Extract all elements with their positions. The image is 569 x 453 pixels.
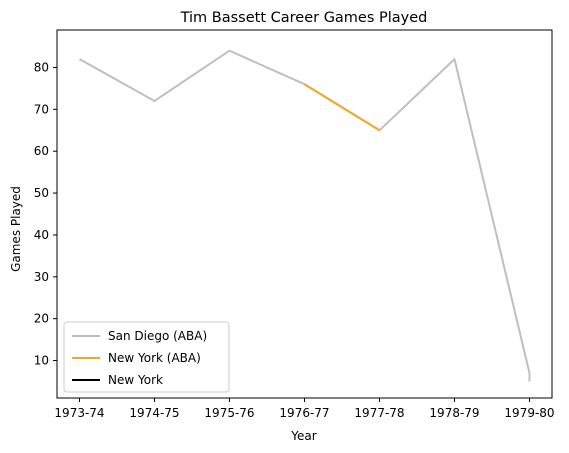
y-axis-label: Games Played [9,186,23,272]
y-tick-label: 20 [34,312,49,326]
y-tick-label: 70 [34,102,49,116]
y-tick-label: 30 [34,270,49,284]
x-tick-label: 1976-77 [279,406,329,420]
legend-box [63,321,230,393]
x-tick-label: 1974-75 [129,406,179,420]
x-axis-label: Year [290,429,316,443]
legend-label-2: New York [108,373,163,387]
series-lines [79,49,531,382]
x-tick-label: 1978-79 [429,406,479,420]
ticks: 1973-74 1974-75 1975-76 1976-77 1977-78 1978-… [34,60,555,420]
x-tick-label: 1977-78 [354,406,404,420]
x-tick-label: 1975-76 [204,406,254,420]
legend-label-1: New York (ABA) [108,351,201,365]
x-tick-label: 1973-74 [54,406,104,420]
y-tick-label: 40 [34,228,49,242]
y-tick-label: 80 [34,60,49,74]
y-tick-label: 60 [34,144,49,158]
y-tick-label: 10 [34,354,49,368]
legend: San Diego (ABA) New York (ABA) New York [63,321,230,393]
legend-label-0: San Diego (ABA) [108,329,207,343]
x-tick-label: 1979-80 [504,406,554,420]
chart-title: Tim Bassett Career Games Played [180,10,428,26]
series-line-1 [303,83,381,132]
y-tick-label: 50 [34,186,49,200]
